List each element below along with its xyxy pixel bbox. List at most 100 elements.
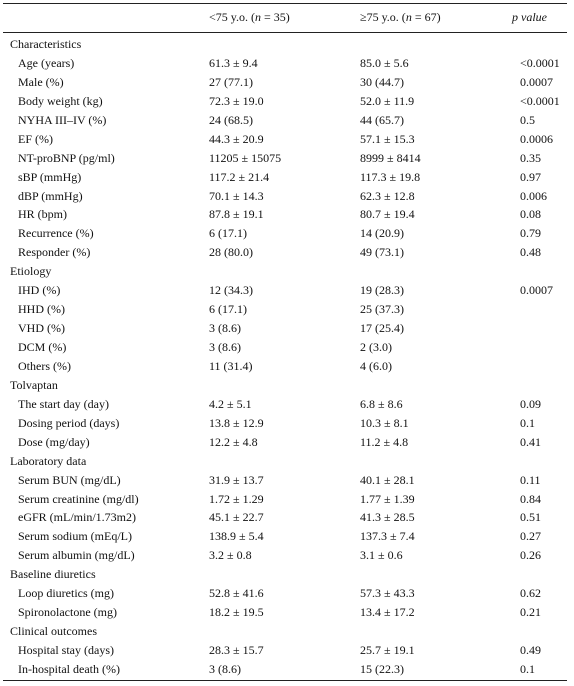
cell-over-75: 11.2 ± 4.8	[360, 434, 409, 449]
cell-over-75: 62.3 ± 12.8	[360, 188, 415, 203]
row-label: Spironolactone (mg)	[18, 605, 117, 620]
cell-under-75: 3 (8.6)	[209, 321, 241, 336]
table-row: NT-proBNP (pg/ml) 11205 ± 15075 8999 ± 841…	[0, 149, 574, 168]
cell-over-75: 1.77 ± 1.39	[360, 491, 415, 506]
table-row: The start day (day) 4.2 ± 5.1 6.8 ± 8.6 0.0…	[0, 395, 574, 414]
cell-over-75: 8999 ± 8414	[360, 150, 421, 165]
cell-under-75: 12.2 ± 4.8	[209, 434, 258, 449]
cell-under-75: 28.3 ± 15.7	[209, 643, 264, 657]
col-header-p-value-label: p value	[512, 10, 547, 24]
cell-over-75: 17 (25.4)	[360, 321, 404, 336]
row-label: Age (years)	[18, 55, 75, 70]
row-label: dBP (mmHg)	[18, 188, 83, 203]
row-label: Recurrence (%)	[18, 226, 94, 241]
cell-over-75: 80.7 ± 19.4	[360, 207, 415, 222]
row-label: Hospital stay (days)	[18, 643, 114, 657]
col-header-p-value: p value	[512, 10, 547, 25]
table-row: NYHA III–IV (%) 24 (68.5) 44 (65.7) 0.5	[0, 111, 574, 130]
cell-p-value: 0.11	[520, 472, 541, 487]
section-header-row: Baseline diuretics	[0, 565, 574, 584]
cell-over-75: 14 (20.9)	[360, 226, 404, 241]
section-header-row: Etiology	[0, 262, 574, 281]
table-row: Serum albumin (mg/dL) 3.2 ± 0.8 3.1 ± 0.6 0…	[0, 546, 574, 565]
cell-over-75: 137.3 ± 7.4	[360, 529, 415, 544]
row-label: NYHA III–IV (%)	[18, 112, 107, 127]
cell-under-75: 24 (68.5)	[209, 112, 253, 127]
cell-p-value: 0.97	[520, 169, 541, 184]
cell-over-75: 25 (37.3)	[360, 302, 404, 317]
table-row: Dose (mg/day) 12.2 ± 4.8 11.2 ± 4.8 0.41	[0, 433, 574, 452]
cell-over-75: 44 (65.7)	[360, 112, 404, 127]
row-label: IHD (%)	[18, 283, 61, 298]
row-label: eGFR (mL/min/1.73m2)	[18, 510, 136, 525]
section-header-row: Clinical outcomes	[0, 622, 574, 641]
cell-over-75: 15 (22.3)	[360, 661, 404, 676]
row-label: Dosing period (days)	[18, 415, 120, 430]
cell-under-75: 28 (80.0)	[209, 245, 253, 260]
cell-under-75: 13.8 ± 12.9	[209, 415, 264, 430]
cell-under-75: 44.3 ± 20.9	[209, 131, 264, 146]
row-label: Others (%)	[18, 358, 71, 373]
table-header-rule	[3, 32, 567, 33]
table-row: HHD (%) 6 (17.1) 25 (37.3)	[0, 300, 574, 319]
row-label: EF (%)	[18, 131, 53, 146]
cell-p-value: <0.0001	[520, 93, 560, 108]
cell-under-75: 52.8 ± 41.6	[209, 586, 264, 601]
section-label: Tolvaptan	[10, 377, 58, 392]
table-row: DCM (%) 3 (8.6) 2 (3.0)	[0, 338, 574, 357]
cell-over-75: 13.4 ± 17.2	[360, 605, 415, 620]
row-label: Serum BUN (mg/dL)	[18, 472, 121, 487]
cell-under-75: 12 (34.3)	[209, 283, 253, 298]
row-label: sBP (mmHg)	[18, 169, 82, 184]
table-row: Loop diuretics (mg) 52.8 ± 41.6 57.3 ± 43.…	[0, 584, 574, 603]
cell-under-75: 3 (8.6)	[209, 661, 241, 676]
table-row: Responder (%) 28 (80.0) 49 (73.1) 0.48	[0, 243, 574, 262]
col-header-under-75-prefix: <75 y.o. (	[209, 10, 255, 24]
col-header-over-75: ≥75 y.o. (n = 67)	[360, 10, 441, 25]
section-label: Etiology	[10, 264, 52, 279]
cell-under-75: 3.2 ± 0.8	[209, 548, 252, 563]
cell-over-75: 117.3 ± 19.8	[360, 169, 421, 184]
row-label: In-hospital death (%)	[18, 661, 120, 676]
cell-under-75: 3 (8.6)	[209, 340, 241, 354]
row-label: VHD (%)	[18, 321, 65, 336]
row-label: HHD (%)	[18, 302, 65, 317]
cell-p-value: 0.35	[520, 150, 541, 165]
table-row: Others (%) 11 (31.4) 4 (6.0)	[0, 357, 574, 376]
col-header-under-75-suffix: = 35)	[260, 10, 290, 24]
cell-under-75: 6 (17.1)	[209, 302, 247, 317]
table-body: Characteristics Age (years) 61.3 ± 9.4 85.0…	[0, 35, 574, 679]
row-label: Male (%)	[18, 74, 64, 89]
cell-under-75: 1.72 ± 1.29	[209, 491, 264, 506]
cell-over-75: 40.1 ± 28.1	[360, 472, 415, 487]
table-row: Spironolactone (mg) 18.2 ± 19.5 13.4 ± 17.…	[0, 603, 574, 622]
cell-under-75: 138.9 ± 5.4	[209, 529, 264, 544]
cell-p-value: 0.006	[520, 188, 547, 203]
table-row: Serum creatinine (mg/dl) 1.72 ± 1.29 1.77 …	[0, 490, 574, 509]
cell-p-value: 0.0007	[520, 74, 553, 89]
col-header-under-75-n: n	[254, 10, 261, 24]
cell-under-75: 45.1 ± 22.7	[209, 510, 264, 525]
table-bottom-rule	[3, 680, 567, 681]
table-row: Age (years) 61.3 ± 9.4 85.0 ± 5.6 <0.0001	[0, 54, 574, 73]
cell-p-value: 0.0007	[520, 283, 553, 298]
table-row: VHD (%) 3 (8.6) 17 (25.4)	[0, 319, 574, 338]
cell-p-value: 0.09	[520, 396, 541, 411]
row-label: The start day (day)	[18, 396, 109, 411]
row-label: Serum creatinine (mg/dl)	[18, 491, 139, 506]
section-label: Clinical outcomes	[10, 624, 97, 639]
cell-under-75: 4.2 ± 5.1	[209, 396, 252, 411]
table-row: EF (%) 44.3 ± 20.9 57.1 ± 15.3 0.0006	[0, 130, 574, 149]
table-row: In-hospital death (%) 3 (8.6) 15 (22.3) 0.1	[0, 660, 574, 679]
cell-over-75: 3.1 ± 0.6	[360, 548, 403, 563]
table-row: Body weight (kg) 72.3 ± 19.0 52.0 ± 11.9 <0…	[0, 92, 574, 111]
cell-under-75: 11205 ± 15075	[209, 150, 282, 165]
cell-p-value: 0.48	[520, 245, 541, 260]
cell-p-value: 0.21	[520, 605, 541, 620]
cell-under-75: 117.2 ± 21.4	[209, 169, 270, 184]
row-label: NT-proBNP (pg/ml)	[18, 150, 115, 165]
cell-under-75: 6 (17.1)	[209, 226, 247, 241]
cell-over-75: 4 (6.0)	[360, 358, 392, 373]
cell-under-75: 72.3 ± 19.0	[209, 93, 264, 108]
cell-over-75: 57.1 ± 15.3	[360, 131, 415, 146]
